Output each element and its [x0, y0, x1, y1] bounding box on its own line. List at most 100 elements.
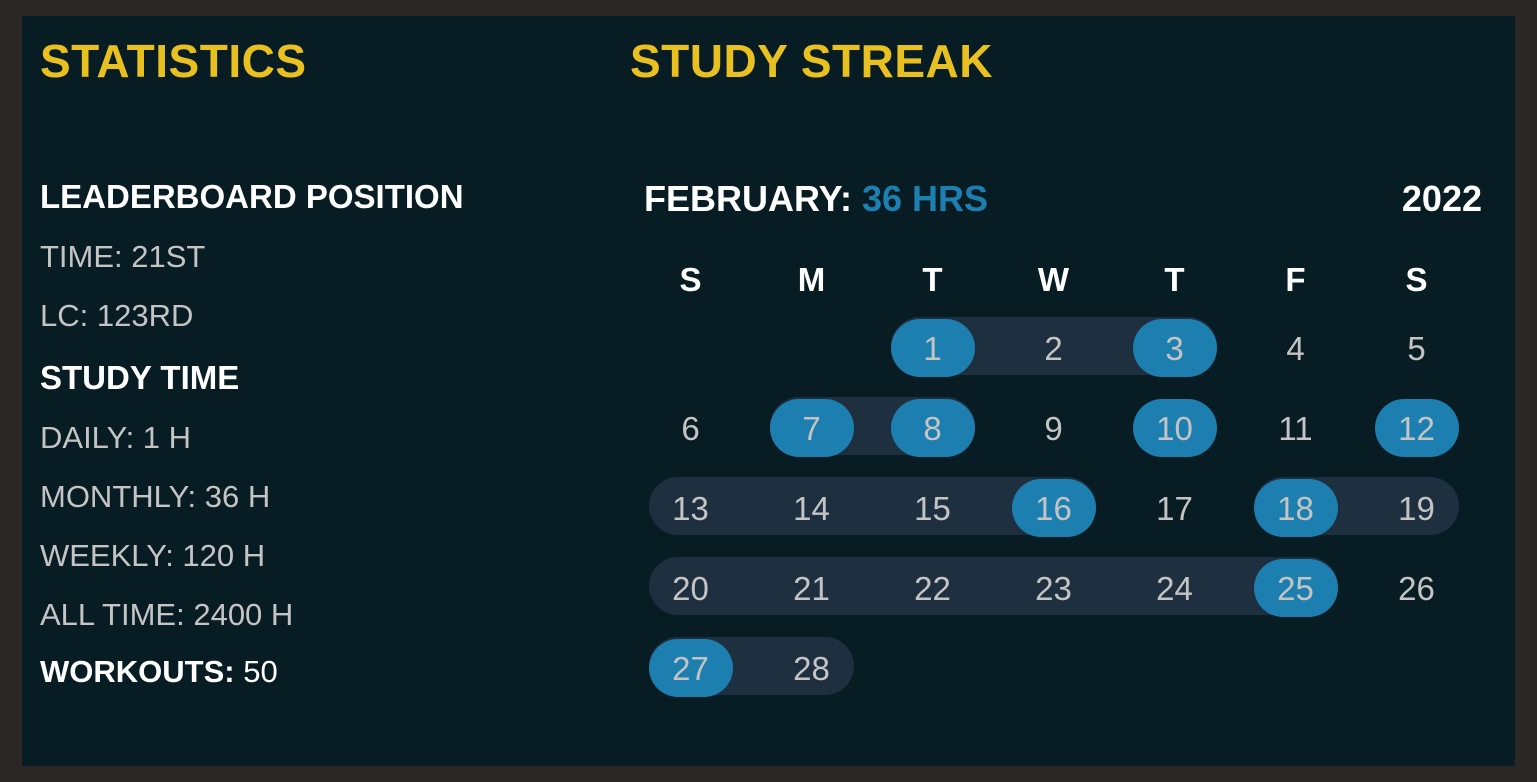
streak-subheader: FEBRUARY: 36 HRS 2022 [630, 176, 1490, 222]
calendar-day-2[interactable]: 2 [993, 319, 1114, 377]
day-number: 9 [1044, 409, 1063, 447]
weekday-header-5: F [1285, 260, 1306, 298]
calendar-day-6[interactable]: 6 [630, 399, 751, 457]
weekday-header-2: T [922, 260, 943, 298]
calendar-day-empty [1356, 639, 1477, 697]
calendar-day-4[interactable]: 4 [1235, 319, 1356, 377]
calendar-day-7[interactable]: 7 [751, 399, 872, 457]
calendar-week-row: 1 2 3 4 5 [630, 308, 1477, 388]
weekday-header-4: T [1164, 260, 1185, 298]
calendar-day-15[interactable]: 15 [872, 479, 993, 537]
calendar-day-20[interactable]: 20 [630, 559, 751, 617]
workouts-label: WORKOUTS: [40, 654, 235, 689]
day-number [1012, 639, 1096, 697]
day-number: 15 [914, 489, 951, 527]
day-number: 2 [1044, 329, 1063, 367]
day-active-pill: 10 [1132, 399, 1217, 457]
calendar-day-18[interactable]: 18 [1235, 479, 1356, 537]
calendar-day-25[interactable]: 25 [1235, 559, 1356, 617]
calendar-day-empty [872, 639, 993, 697]
day-number: 26 [1398, 569, 1435, 607]
day-number: 6 [681, 409, 700, 447]
calendar-day-22[interactable]: 22 [872, 559, 993, 617]
day-active-pill: 18 [1253, 479, 1338, 537]
weekday-header-6: S [1405, 260, 1428, 298]
day-number: 17 [1156, 489, 1193, 527]
calendar-day-empty [1235, 639, 1356, 697]
study-time-all-time-row: ALL TIME: 2400 H [40, 597, 294, 632]
weekday-header-3: W [1037, 260, 1070, 298]
day-number: 24 [1156, 569, 1193, 607]
streak-connector-band [648, 557, 1338, 615]
day-number: 20 [672, 569, 709, 607]
calendar-day-13[interactable]: 13 [630, 479, 751, 537]
calendar-day-empty [1114, 639, 1235, 697]
day-active-pill: 8 [890, 399, 975, 457]
weekday-header-0: S [679, 260, 702, 298]
study-time-daily-row: DAILY: 1 H [40, 420, 192, 455]
calendar-day-empty [630, 319, 751, 377]
day-active-pill: 7 [769, 399, 854, 457]
day-number: 13 [672, 489, 709, 527]
year-label: 2022 [1401, 178, 1482, 219]
calendar-day-1[interactable]: 1 [872, 319, 993, 377]
day-number: 21 [793, 569, 830, 607]
calendar-week-row: 6 7 8 9 10 11 12 [630, 388, 1477, 468]
day-active-pill: 1 [890, 319, 975, 377]
calendar-week-row: 20 21 22 23 24 25 26 [630, 548, 1477, 628]
calendar-day-12[interactable]: 12 [1356, 399, 1477, 457]
workouts-value: 50 [234, 654, 278, 689]
calendar-day-21[interactable]: 21 [751, 559, 872, 617]
study-time-weekly-row: WEEKLY: 120 H [40, 538, 266, 573]
day-number: 28 [793, 649, 830, 687]
day-active-pill: 16 [1011, 479, 1096, 537]
calendar-day-28[interactable]: 28 [751, 639, 872, 697]
study-time-monthly-row: MONTHLY: 36 H [40, 479, 271, 514]
calendar-day-26[interactable]: 26 [1356, 559, 1477, 617]
day-number: 22 [914, 569, 951, 607]
calendar-day-14[interactable]: 14 [751, 479, 872, 537]
leaderboard-position-heading: LEADERBOARD POSITION [40, 178, 464, 215]
study-streak-title: STUDY STREAK [630, 35, 993, 87]
month-hours-value: 36 HRS [862, 178, 989, 219]
calendar-day-24[interactable]: 24 [1114, 559, 1235, 617]
calendar-day-17[interactable]: 17 [1114, 479, 1235, 537]
day-active-pill: 12 [1374, 399, 1459, 457]
calendar-day-3[interactable]: 3 [1114, 319, 1235, 377]
day-number: 23 [1035, 569, 1072, 607]
calendar-day-10[interactable]: 10 [1114, 399, 1235, 457]
day-number: 19 [1398, 489, 1435, 527]
calendar-day-11[interactable]: 11 [1235, 399, 1356, 457]
calendar-week-row: 27 28 [630, 628, 1477, 708]
leaderboard-time-row: TIME: 21ST [40, 239, 206, 274]
day-number [1254, 639, 1338, 697]
leaderboard-lc-row: LC: 123RD [40, 298, 194, 333]
calendar-day-23[interactable]: 23 [993, 559, 1114, 617]
calendar-day-5[interactable]: 5 [1356, 319, 1477, 377]
statistics-panel: STATISTICS LEADERBOARD POSITION TIME: 21… [40, 38, 620, 687]
day-number [649, 319, 733, 377]
calendar-day-19[interactable]: 19 [1356, 479, 1477, 537]
day-number [1133, 639, 1217, 697]
workouts-row: WORKOUTS: 50 [40, 656, 620, 687]
calendar-day-16[interactable]: 16 [993, 479, 1114, 537]
calendar-day-9[interactable]: 9 [993, 399, 1114, 457]
day-number [1375, 639, 1459, 697]
day-number: 14 [793, 489, 830, 527]
day-active-pill: 25 [1253, 559, 1338, 617]
day-active-pill: 27 [648, 639, 733, 697]
calendar-day-empty [993, 639, 1114, 697]
month-summary: FEBRUARY: 36 HRS [644, 176, 988, 222]
day-number: 11 [1278, 409, 1313, 447]
calendar-day-empty [751, 319, 872, 377]
calendar-week-row: 13 14 15 16 17 18 19 [630, 468, 1477, 548]
month-label: FEBRUARY: [644, 178, 852, 219]
calendar-day-27[interactable]: 27 [630, 639, 751, 697]
day-number [891, 639, 975, 697]
calendar-day-8[interactable]: 8 [872, 399, 993, 457]
weekday-header-1: M [797, 260, 826, 298]
